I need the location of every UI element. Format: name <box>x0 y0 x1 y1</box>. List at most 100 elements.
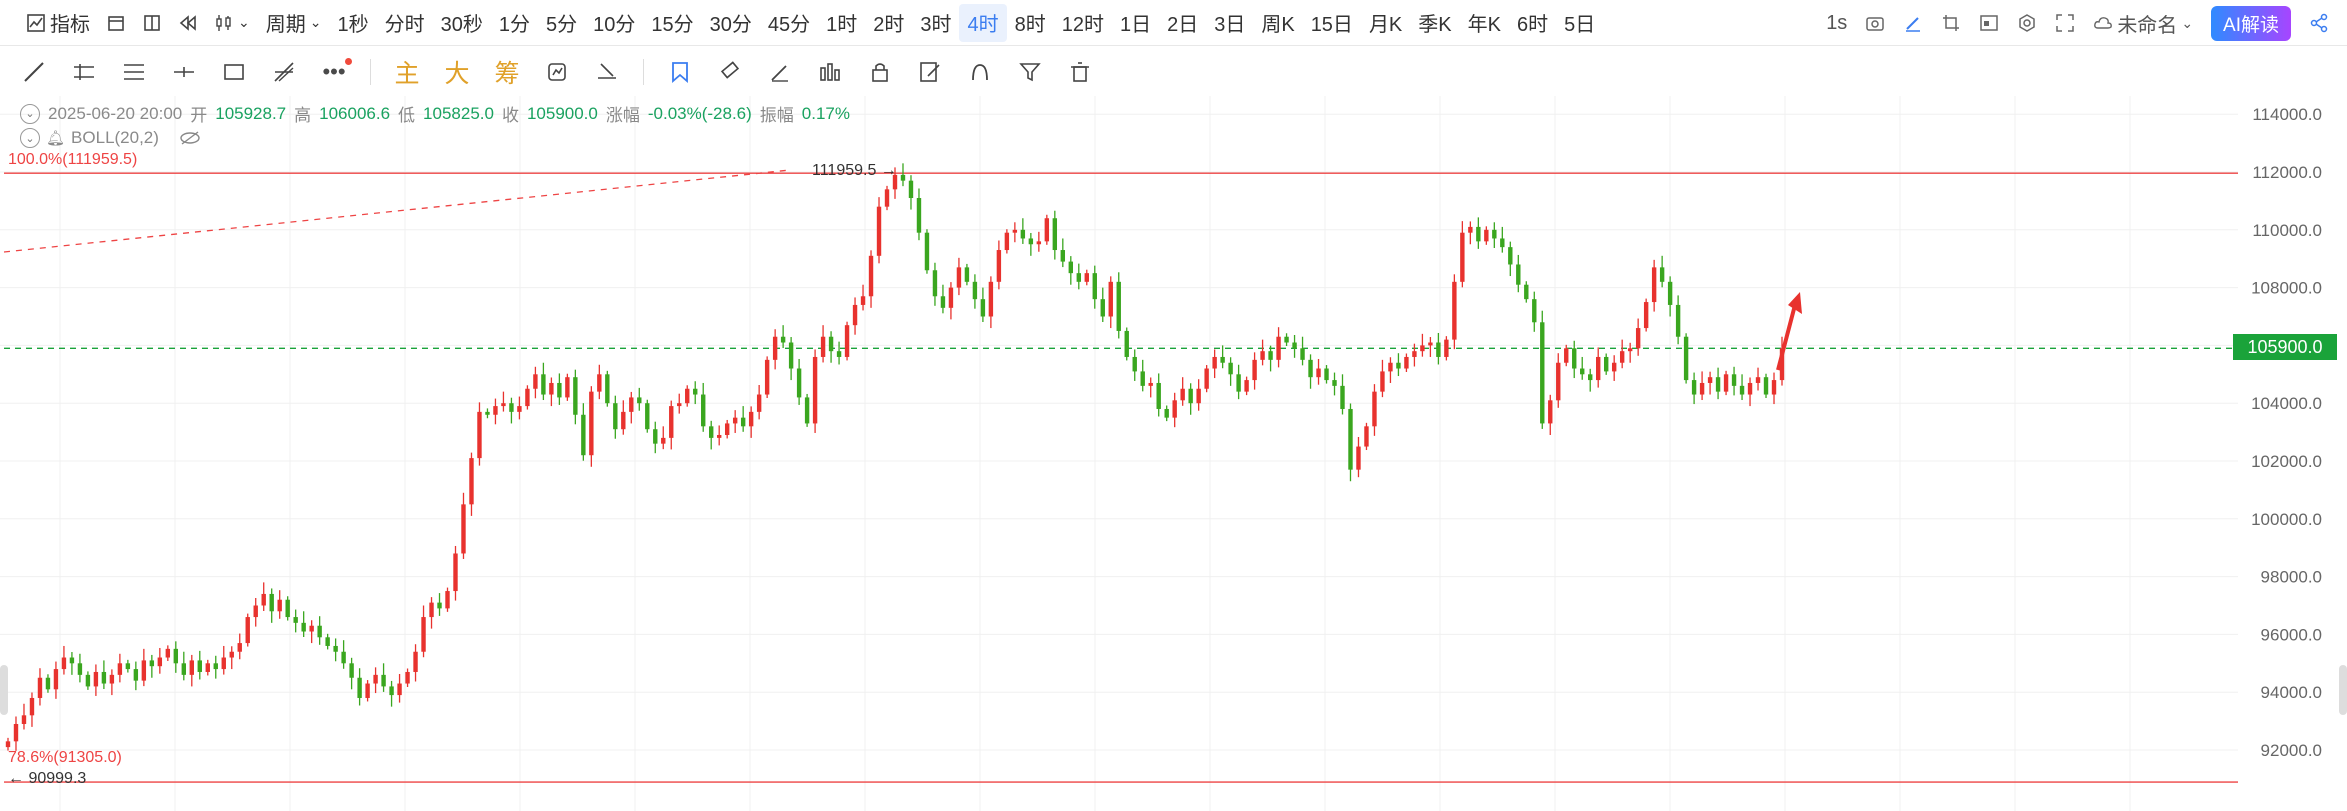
candle-body <box>1084 273 1089 282</box>
price-axis: 92000.0 94000.0 96000.0 98000.0 100000.0 1020… <box>2251 105 2322 760</box>
pencil-icon[interactable] <box>1903 13 1923 33</box>
chip-distribution-toggle[interactable]: 筹 <box>494 60 520 88</box>
bell-icon[interactable]: 🔔︎ <box>46 130 66 147</box>
candle-body <box>1468 226 1473 233</box>
candle-body <box>445 591 450 609</box>
interval-10[interactable]: 2时 <box>873 14 905 36</box>
interval-11[interactable]: 3时 <box>920 14 952 36</box>
horizontal-ray-tool[interactable] <box>170 58 198 86</box>
indicator-button[interactable]: 指标 <box>18 4 98 42</box>
candle-body <box>1771 380 1777 395</box>
interval-15[interactable]: 1日 <box>1119 14 1152 36</box>
candle-body <box>1460 232 1465 282</box>
save-dropdown[interactable]: 未命名 ⌄ <box>2093 9 2193 38</box>
candle-body <box>373 674 378 684</box>
crop-icon[interactable] <box>1941 13 1961 33</box>
candle-body <box>141 660 147 681</box>
close-value: 105900.0 <box>526 103 598 123</box>
interval-21[interactable]: 季K <box>1418 14 1452 36</box>
window-icon[interactable] <box>1979 13 1999 33</box>
eye-hidden-icon[interactable] <box>179 130 201 146</box>
candle-body <box>1731 374 1737 386</box>
candle-body <box>1036 241 1042 245</box>
candle-body <box>173 648 179 664</box>
interval-17[interactable]: 3日 <box>1214 14 1246 36</box>
period-dropdown[interactable]: 周期 ⌄ <box>258 4 330 42</box>
interval-3[interactable]: 1分 <box>498 14 530 36</box>
right-scroll-handle[interactable] <box>2339 665 2347 715</box>
interval-23[interactable]: 6时 <box>1516 14 1549 36</box>
collapse-icon[interactable]: ⌄ <box>20 103 40 124</box>
interval-8[interactable]: 45分 <box>767 14 811 36</box>
ai-interpret-button[interactable]: AI解读 <box>2211 5 2291 41</box>
interval-22[interactable]: 年K <box>1467 14 1501 36</box>
bookmark-icon <box>672 62 688 83</box>
refresh-rate[interactable]: 1s <box>1826 11 1848 34</box>
interval-13[interactable]: 8时 <box>1014 14 1046 36</box>
collapse-icon[interactable]: ⌄ <box>20 128 40 148</box>
multi-lines-tool[interactable] <box>120 58 148 86</box>
interval-1[interactable]: 分时 <box>384 14 425 36</box>
price-chart[interactable]: 100.0%(111959.5) 78.6%(91305.0) 111959.5 →… <box>0 96 2347 811</box>
rectangle-tool[interactable] <box>220 58 248 86</box>
share-icon[interactable] <box>2309 13 2329 33</box>
magnet-tool[interactable] <box>966 58 994 86</box>
camera-icon[interactable] <box>1865 13 1885 33</box>
lock-tool[interactable] <box>866 58 894 86</box>
interval-18[interactable]: 周K <box>1261 14 1295 36</box>
candle-body <box>429 602 434 618</box>
gear-icon[interactable] <box>2017 13 2037 33</box>
delete-tool[interactable] <box>1066 58 1094 86</box>
candle-body <box>1172 400 1177 418</box>
candle-body <box>1004 232 1010 251</box>
chart-type-button[interactable]: ⌄ <box>206 4 258 42</box>
left-scroll-handle[interactable] <box>0 665 8 715</box>
candle-body <box>932 270 938 297</box>
main-chart-toggle[interactable]: 主 <box>394 60 420 88</box>
interval-12[interactable]: 4时 <box>959 3 1007 42</box>
calendar-button[interactable] <box>98 4 134 42</box>
trend-line-tool[interactable] <box>20 58 48 86</box>
interval-2[interactable]: 30秒 <box>440 14 483 36</box>
candle-body <box>940 296 946 308</box>
candle-body <box>1236 374 1241 392</box>
bars-tool[interactable] <box>816 58 844 86</box>
cloud-icon <box>2094 17 2113 29</box>
note-tool[interactable] <box>916 58 944 86</box>
interval-16[interactable]: 2日 <box>1167 14 1199 36</box>
eraser-tool[interactable] <box>716 58 744 86</box>
bookmark-tool[interactable] <box>666 58 694 86</box>
interval-9[interactable]: 1时 <box>826 14 858 36</box>
interval-14[interactable]: 12时 <box>1061 14 1104 36</box>
interval-4[interactable]: 5分 <box>545 14 578 36</box>
fib-tool[interactable] <box>270 58 298 86</box>
brush-tool[interactable] <box>766 58 794 86</box>
candle-body <box>29 697 35 716</box>
interval-24[interactable]: 5日 <box>1564 14 1596 36</box>
interval-20[interactable]: 月K <box>1368 14 1403 36</box>
interval-5[interactable]: 10分 <box>593 14 636 36</box>
drawing-toolbar: ••• 主 大 筹 <box>0 50 2347 94</box>
interval-6[interactable]: 15分 <box>651 14 694 36</box>
horizontal-line-icon <box>174 67 194 77</box>
candle-body <box>836 351 842 357</box>
interval-7[interactable]: 30分 <box>709 14 752 36</box>
ruler-tool[interactable] <box>593 58 621 86</box>
candle-body <box>980 299 986 317</box>
compare-tool[interactable] <box>543 58 571 86</box>
more-tools-button[interactable]: ••• <box>320 58 352 86</box>
interval-0[interactable]: 1秒 <box>337 14 369 36</box>
candle-body <box>1204 368 1209 389</box>
candle-body <box>1244 380 1249 392</box>
candle-body <box>1420 345 1425 352</box>
candle-body <box>1404 356 1409 369</box>
replay-button[interactable] <box>170 4 206 42</box>
layout-button[interactable] <box>134 4 170 42</box>
candle-body <box>876 206 882 256</box>
horizontal-lines-tool[interactable] <box>70 58 98 86</box>
filter-tool[interactable] <box>1016 58 1044 86</box>
large-order-toggle[interactable]: 大 <box>444 60 470 88</box>
lines-icon <box>124 64 144 80</box>
interval-19[interactable]: 15日 <box>1310 14 1353 36</box>
fullscreen-icon[interactable] <box>2055 13 2075 33</box>
